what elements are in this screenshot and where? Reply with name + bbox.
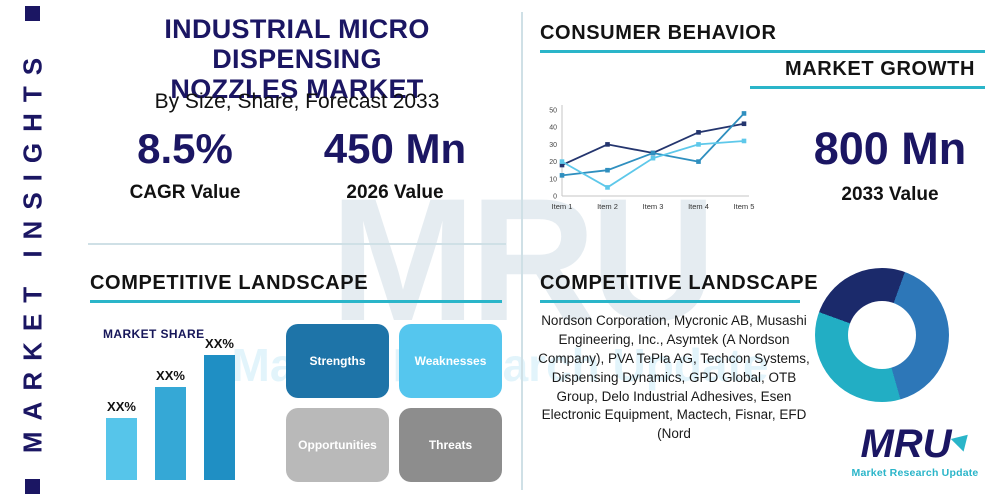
competitive-landscape-right-heading: COMPETITIVE LANDSCAPE bbox=[540, 272, 819, 294]
market-growth-line-chart: 0 10 20 30 40 50 Item 1 Item 2 Item 3 Item 4 Item … bbox=[549, 105, 755, 211]
consumer-behavior-underline bbox=[540, 50, 985, 53]
value-2026-label: 2026 Value bbox=[346, 182, 444, 204]
arrow-icon bbox=[950, 428, 974, 452]
svg-text:Item 2: Item 2 bbox=[597, 202, 618, 211]
swot-strengths: Strengths bbox=[286, 324, 389, 398]
sidebar-square-bottom bbox=[25, 479, 40, 494]
donut-hole bbox=[848, 301, 916, 369]
svg-text:Item 3: Item 3 bbox=[643, 202, 664, 211]
svg-text:Item 1: Item 1 bbox=[552, 202, 573, 211]
cagr-stat: 8.5% CAGR Value bbox=[100, 125, 270, 204]
page-title-line1: INDUSTRIAL MICRO DISPENSING bbox=[164, 14, 430, 75]
swot-grid: Strengths Weaknesses Opportunities Threa… bbox=[286, 324, 502, 482]
market-share-bar-chart: XX% XX% XX% bbox=[106, 336, 261, 480]
bar bbox=[155, 387, 186, 480]
value-2033: 800 Mn bbox=[813, 123, 967, 174]
svg-text:50: 50 bbox=[549, 108, 557, 115]
bar bbox=[204, 355, 235, 480]
market-growth-underline bbox=[750, 86, 985, 89]
svg-text:0: 0 bbox=[553, 194, 557, 201]
page-subtitle: By Size, Share, Forecast 2033 bbox=[154, 90, 440, 113]
cagr-value: 8.5% bbox=[137, 125, 233, 172]
svg-text:30: 30 bbox=[549, 142, 557, 149]
svg-text:10: 10 bbox=[549, 176, 557, 183]
brand-logo-text: MRU bbox=[860, 422, 952, 466]
page-title-line2: NOZZLES MARKET bbox=[170, 74, 424, 105]
value-2026-stat: 450 Mn 2026 Value bbox=[305, 125, 485, 204]
svg-text:20: 20 bbox=[549, 159, 557, 166]
svg-text:Item 5: Item 5 bbox=[734, 202, 755, 211]
swot-threats: Threats bbox=[399, 408, 502, 482]
companies-list: Nordson Corporation, Mycronic AB, Musash… bbox=[538, 313, 810, 442]
bar-value-label: XX% bbox=[205, 336, 234, 351]
market-share-donut-chart bbox=[815, 268, 949, 402]
horizontal-divider bbox=[88, 243, 506, 245]
brand-logo-tagline: Market Research Update bbox=[851, 467, 979, 479]
swot-weaknesses: Weaknesses bbox=[399, 324, 502, 398]
market-share-label: MARKET SHARE bbox=[103, 327, 205, 341]
market-share-bar: XX% bbox=[155, 368, 186, 480]
market-share-bar: XX% bbox=[106, 399, 137, 480]
market-growth-heading: MARKET GROWTH bbox=[785, 58, 975, 80]
bar-value-label: XX% bbox=[156, 368, 185, 383]
brand-logo: MRU Market Research Update bbox=[835, 424, 995, 479]
cagr-label: CAGR Value bbox=[129, 182, 241, 204]
consumer-behavior-heading: CONSUMER BEHAVIOR bbox=[540, 22, 777, 44]
swot-opportunities: Opportunities bbox=[286, 408, 389, 482]
value-2026: 450 Mn bbox=[323, 125, 467, 172]
competitive-landscape-right-underline bbox=[540, 300, 800, 303]
svg-text:40: 40 bbox=[549, 125, 557, 132]
page-title: INDUSTRIAL MICRO DISPENSING NOZZLES MARK… bbox=[88, 14, 506, 105]
market-share-bar: XX% bbox=[204, 336, 235, 480]
svg-text:Item 4: Item 4 bbox=[688, 202, 709, 211]
vertical-divider bbox=[521, 12, 523, 490]
sidebar-title: MARKET INSIGHTS bbox=[17, 46, 48, 454]
bar-value-label: XX% bbox=[107, 399, 136, 414]
competitive-landscape-left-underline bbox=[90, 300, 502, 303]
competitive-landscape-left-heading: COMPETITIVE LANDSCAPE bbox=[90, 272, 369, 294]
value-2033-stat: 800 Mn 2033 Value bbox=[790, 124, 990, 206]
sidebar-square-top bbox=[25, 6, 40, 21]
bar bbox=[106, 418, 137, 480]
value-2033-label: 2033 Value bbox=[841, 183, 939, 205]
